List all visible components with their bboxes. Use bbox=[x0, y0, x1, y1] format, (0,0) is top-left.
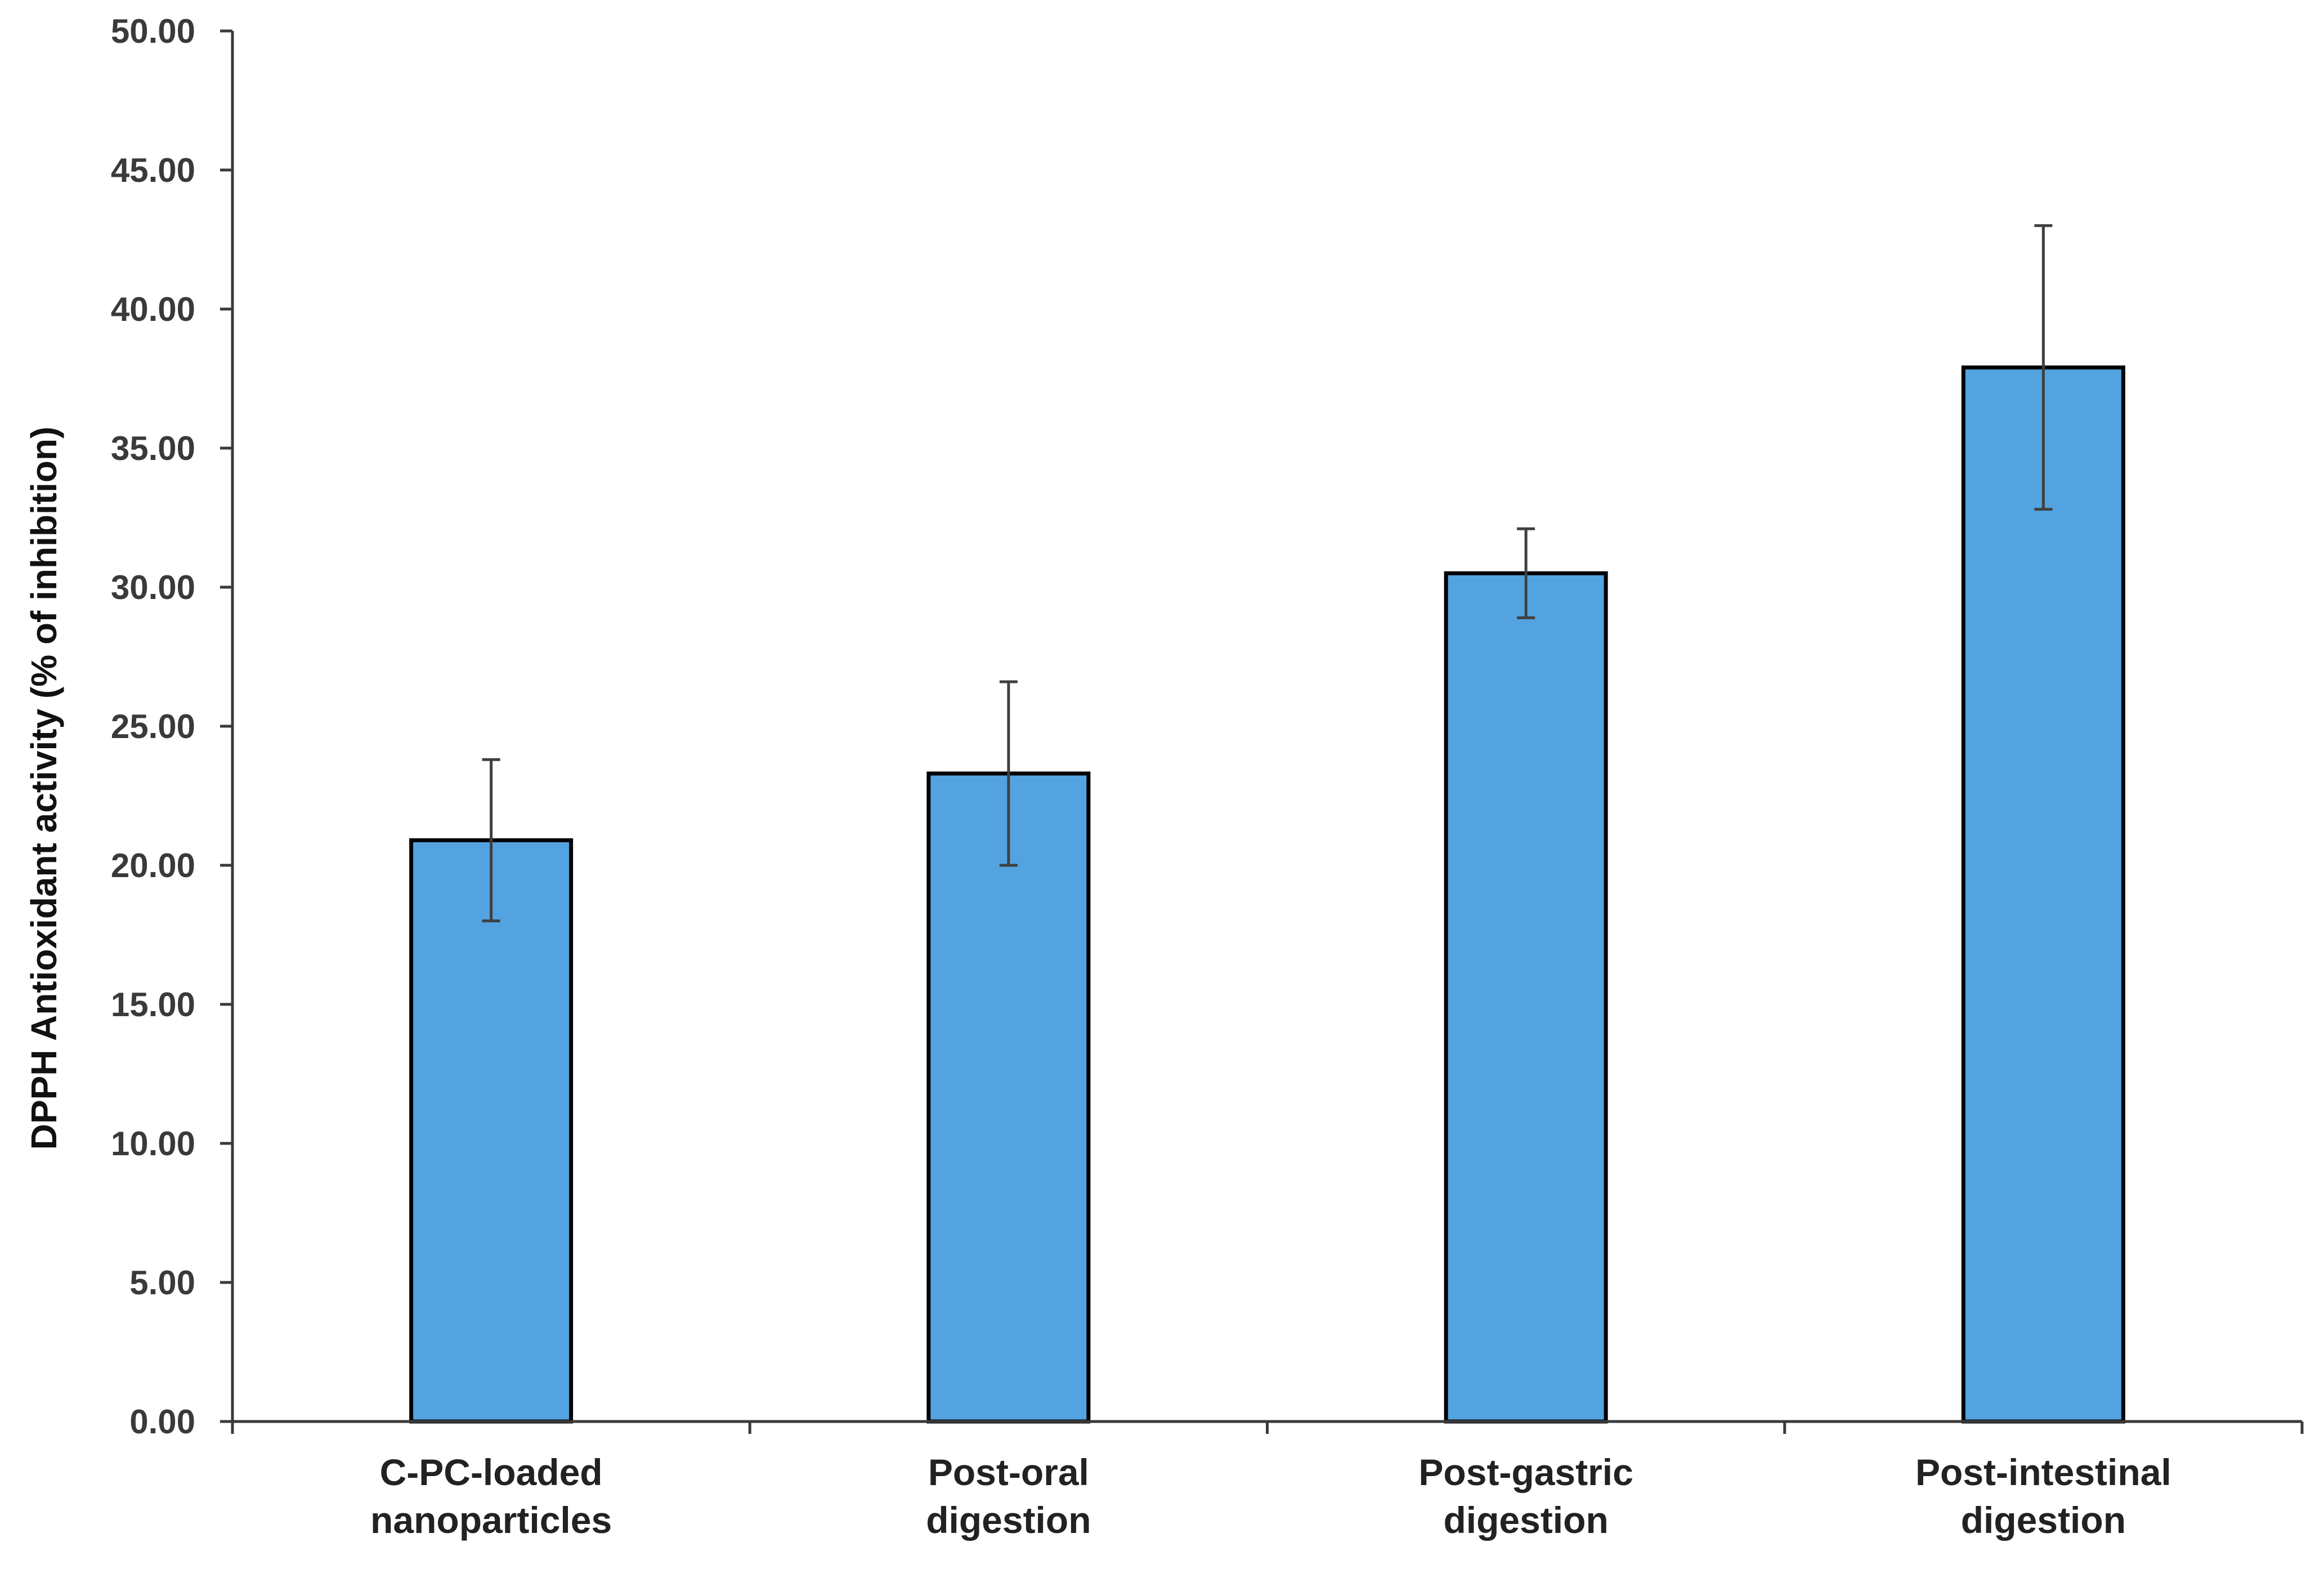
y-axis-label: DPPH Antioxidant activity (% of inhibiti… bbox=[24, 427, 64, 1150]
x-category-label: C-PC-loaded bbox=[380, 1451, 603, 1493]
error-bars bbox=[482, 224, 2053, 923]
x-category-label: digestion bbox=[1443, 1499, 1608, 1541]
y-tick-label: 25.00 bbox=[111, 708, 195, 745]
y-tick-label: 20.00 bbox=[111, 847, 195, 884]
x-category-label: digestion bbox=[926, 1499, 1091, 1541]
y-tick-label: 15.00 bbox=[111, 986, 195, 1023]
y-tick-label: 5.00 bbox=[129, 1264, 195, 1302]
y-tick-label: 35.00 bbox=[111, 430, 195, 467]
bar bbox=[1961, 365, 2125, 1424]
y-tick-label: 10.00 bbox=[111, 1125, 195, 1163]
x-category-label: Post-gastric bbox=[1418, 1451, 1633, 1493]
x-category-label: Post-oral bbox=[928, 1451, 1089, 1493]
axes bbox=[231, 31, 2302, 1423]
y-tick-label: 30.00 bbox=[111, 569, 195, 606]
x-axis-categories: C-PC-loaded nanoparticles Post-oral digesti… bbox=[370, 1451, 2171, 1541]
bar bbox=[1444, 571, 1608, 1424]
x-category-label: Post-intestinal bbox=[1915, 1451, 2171, 1493]
bar bbox=[409, 838, 574, 1424]
x-category-label: nanoparticles bbox=[370, 1499, 612, 1541]
y-tick-label: 40.00 bbox=[111, 290, 195, 328]
bar bbox=[926, 771, 1091, 1424]
x-category-label: digestion bbox=[1961, 1499, 2126, 1541]
y-tick-label: 45.00 bbox=[111, 151, 195, 189]
bars bbox=[409, 365, 2125, 1424]
y-tick-label: 0.00 bbox=[129, 1403, 195, 1441]
y-axis-ticks: 0.00 5.00 10.00 15.00 20.00 25.00 30.00 35.00 40… bbox=[111, 12, 2304, 1441]
y-tick-label: 50.00 bbox=[111, 12, 195, 50]
